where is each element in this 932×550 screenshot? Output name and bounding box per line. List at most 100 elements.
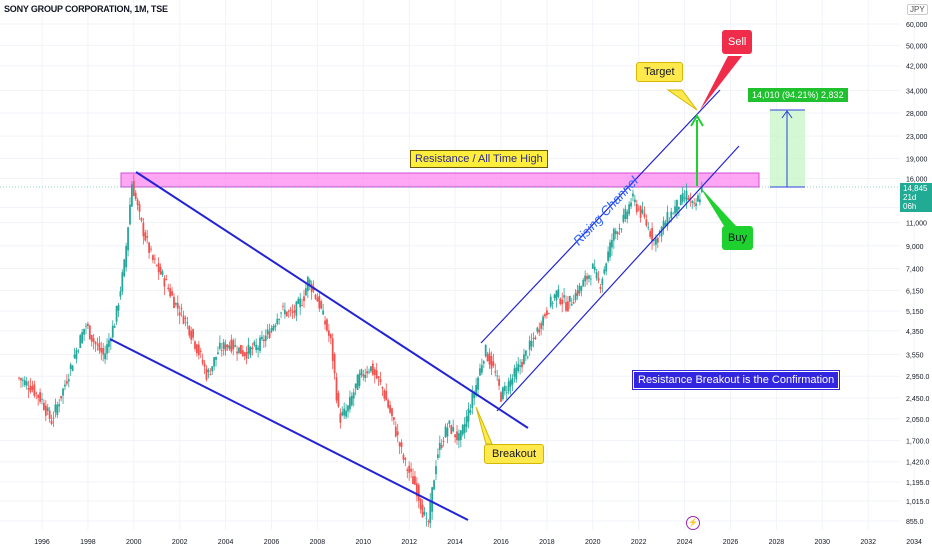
candle-body — [414, 476, 416, 485]
candle-body — [423, 512, 426, 515]
candle-body — [639, 206, 642, 218]
candle-body — [664, 222, 667, 226]
candle-body — [192, 329, 194, 338]
candle-body — [521, 361, 523, 368]
candle-body — [546, 310, 548, 316]
candle-body — [408, 465, 411, 473]
candle-body — [597, 278, 600, 281]
candle-body — [354, 383, 357, 389]
candle-body — [130, 184, 133, 207]
candle-body — [150, 248, 152, 250]
candle-body — [184, 318, 187, 319]
last-price-value: 14,845 — [903, 184, 928, 193]
candle-body — [620, 228, 623, 230]
x-tick-label: 2010 — [356, 539, 372, 546]
y-tick-label: 1,700.0 — [906, 439, 929, 446]
candle-body — [18, 377, 20, 379]
candle-body — [624, 208, 627, 220]
x-tick-label: 2016 — [493, 539, 509, 546]
y-tick-label: 16,000 — [906, 177, 928, 184]
candle-body — [672, 213, 675, 215]
candle-body — [442, 441, 445, 443]
last-price-tag: 14,845 21d 06h — [900, 183, 932, 212]
candle-body — [467, 408, 470, 422]
candle-body — [505, 391, 508, 393]
candle-body — [209, 373, 212, 375]
candle-body — [484, 345, 487, 357]
candle-body — [96, 344, 99, 346]
candle-body — [196, 344, 198, 354]
candle-body — [331, 338, 334, 362]
candle-body — [241, 350, 244, 357]
candle-body — [502, 387, 504, 400]
candle-body — [567, 301, 569, 312]
candle-body — [438, 442, 441, 450]
candle-body — [335, 377, 338, 401]
candle-body — [611, 239, 613, 248]
candle-body — [186, 322, 189, 324]
candle-body — [356, 374, 359, 390]
candle-body — [677, 206, 680, 210]
candle-body — [234, 345, 237, 347]
candle-body — [480, 365, 483, 373]
candle-body — [73, 354, 76, 358]
candle-body — [436, 454, 439, 458]
x-tick-label: 2002 — [172, 539, 188, 546]
candle-body — [318, 296, 321, 309]
candle-body — [373, 369, 376, 375]
currency-button[interactable]: JPY — [907, 4, 928, 15]
measure-label: 14,010 (94.21%) 2,832 — [748, 88, 848, 102]
candle-body — [75, 349, 78, 360]
candle-body — [679, 194, 682, 206]
lightning-bolt-icon[interactable]: ⚡ — [686, 516, 700, 530]
x-tick-label: 1996 — [34, 539, 50, 546]
candle-body — [637, 208, 640, 210]
candle-body — [188, 326, 191, 336]
y-tick-label: 2,950.0 — [906, 374, 929, 381]
descending-channel-upper — [135, 171, 529, 429]
candle-body — [272, 325, 275, 331]
candle-body — [115, 305, 118, 322]
candle-body — [494, 371, 497, 373]
candle-body — [526, 356, 529, 358]
candle-body — [482, 361, 485, 364]
measure-arrow-head — [781, 110, 793, 119]
candle-body — [50, 420, 53, 424]
candle-body — [121, 272, 124, 292]
x-tick-label: 2006 — [264, 539, 280, 546]
candle-body — [444, 426, 447, 438]
x-tick-label: 2034 — [906, 539, 922, 546]
candle-body — [77, 350, 80, 352]
candle-body — [454, 434, 456, 438]
candle-body — [174, 302, 177, 305]
candle-body — [404, 458, 407, 460]
candle-body — [83, 328, 85, 335]
descending-channel-lower — [109, 338, 469, 521]
candle-body — [647, 227, 650, 229]
candle-body — [412, 476, 414, 485]
candle-body — [385, 391, 388, 401]
candle-body — [618, 228, 621, 229]
candle-body — [92, 338, 95, 343]
candle-body — [144, 232, 147, 241]
candle-body — [69, 364, 72, 370]
candle-body — [171, 291, 173, 296]
candle-body — [352, 392, 355, 399]
candle-body — [109, 340, 112, 342]
candle-body — [205, 368, 208, 380]
candle-body — [588, 275, 590, 279]
candle-body — [255, 344, 258, 351]
candle-body — [415, 483, 418, 497]
y-tick-label: 23,000 — [906, 134, 928, 141]
candle-body — [685, 190, 688, 201]
candle-body — [163, 278, 166, 287]
candle-body — [291, 311, 294, 313]
candle-body — [452, 427, 455, 432]
candle-body — [104, 353, 107, 360]
candle-body — [280, 312, 282, 314]
candle-body — [236, 351, 238, 354]
rising-channel-upper — [480, 89, 721, 344]
candle-body — [222, 342, 225, 349]
y-tick-label: 1,195.0 — [906, 480, 929, 487]
